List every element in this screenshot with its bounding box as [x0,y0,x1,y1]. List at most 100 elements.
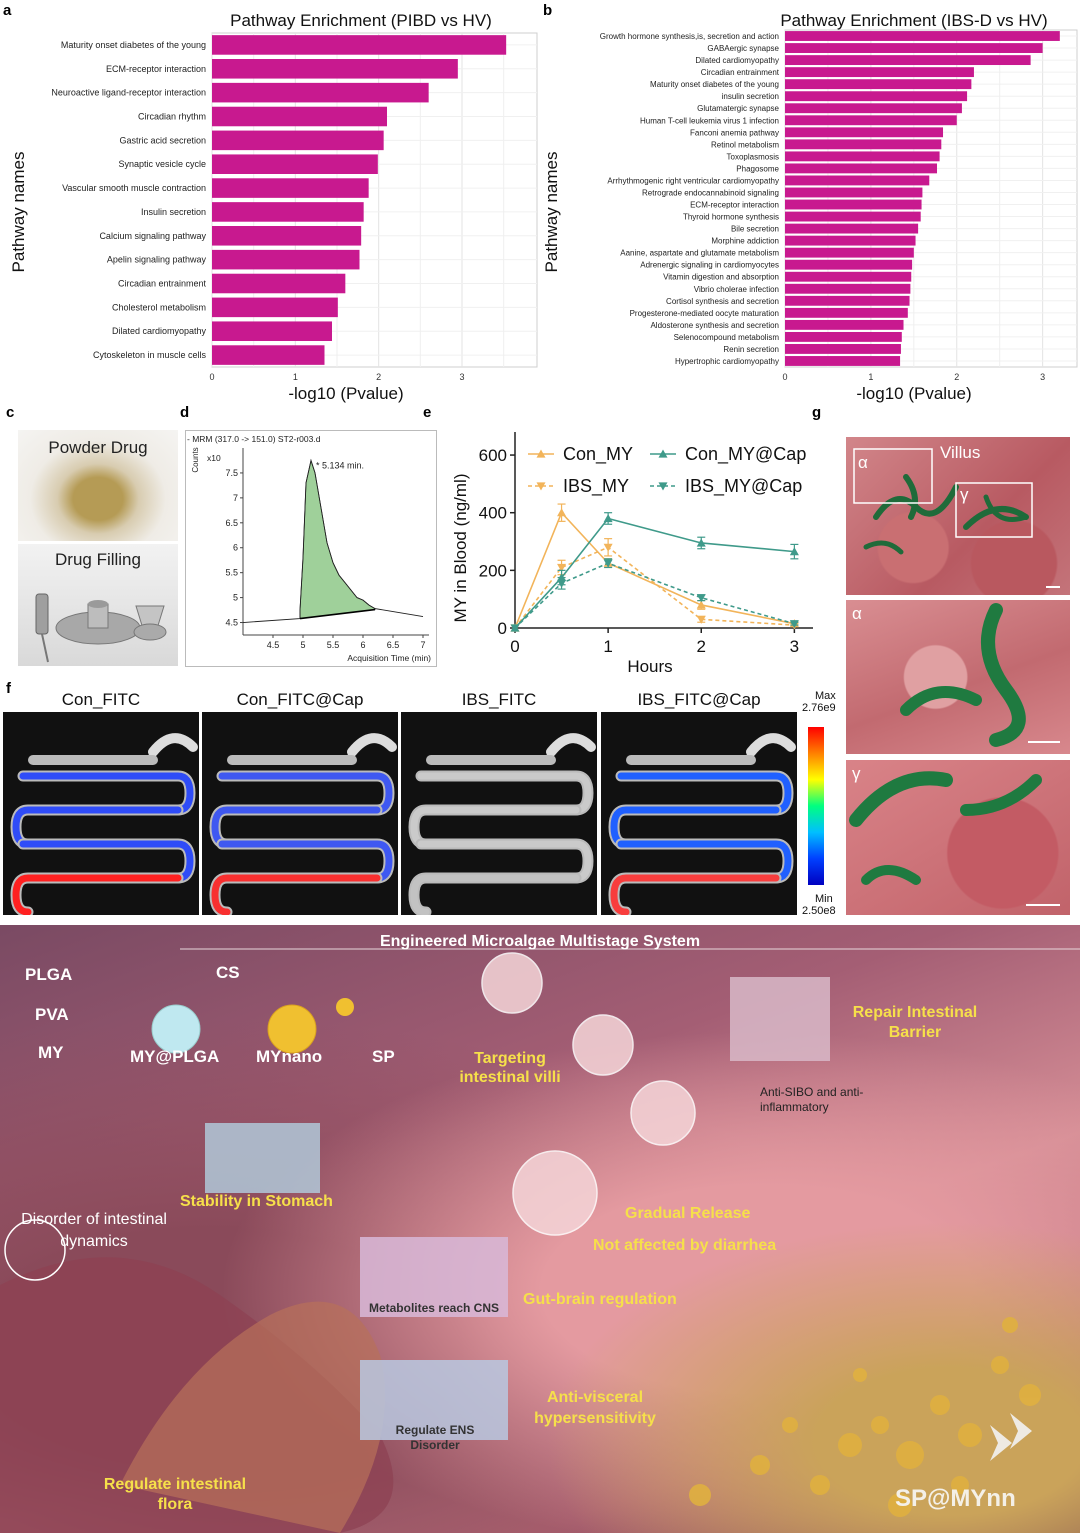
bar [785,79,972,90]
x-tick-label: 3 [1040,372,1045,382]
category-label: Renin secretion [723,345,779,354]
category-label: Retinol metabolism [711,140,779,149]
fluorescence-drawing [10,733,198,915]
category-label: Thyroid hormone synthesis [683,213,779,222]
chart-e-xlabel: Hours [627,657,672,676]
gamma-region-box [955,482,1033,538]
x-tick-label: 3 [790,637,799,656]
bar [785,223,919,234]
category-label: Maturity onset diabetes of the young [650,80,779,89]
x-tick-label: 1 [293,372,298,382]
bar [785,55,1031,66]
y-tick-label: 400 [479,504,507,523]
fluorescence-signal [218,772,393,814]
category-label: Circadian entrainment [701,68,780,77]
bar [212,273,346,294]
bar [212,226,362,246]
category-label: Vascular smooth muscle contraction [62,183,206,193]
category-label: Selenocompound metabolism [674,333,780,342]
category-label: insulin secretion [722,92,779,101]
category-label: Morphine addiction [711,237,779,246]
x-tick-label: 0 [209,372,214,382]
alpha-zoom-label: α [852,604,862,623]
chart-a-title: Pathway Enrichment (PIBD vs HV) [230,11,492,30]
chart-e-ylabel: MY in Blood (ng/ml) [451,474,470,623]
bar [785,283,911,294]
chart-e: MY in Blood (ng/ml) Hours 0 200 400 600 0 1 2 3… [451,432,813,676]
panel-letter-d: d [180,404,190,421]
bar [785,259,913,270]
bar [785,187,923,198]
chart-a-xlabel: -log10 (Pvalue) [288,384,403,403]
sem-gamma-zoom: γ [846,760,1070,915]
panel-letter-b: b [543,2,553,19]
data-point [696,615,706,624]
bar [785,91,968,102]
sem-alpha-zoom: α [846,600,1070,754]
bar [785,199,922,210]
peak-annotation: * 5.134 min. [316,460,364,470]
mechanism-title: Engineered Microalgae Multistage System [379,933,701,950]
fluorescence-signal [617,840,792,882]
category-label: Cortisol synthesis and secretion [666,297,779,306]
label-my-plga: MY@PLGA [130,1047,220,1066]
bar [212,82,429,103]
drug-filling-tools-illustration [35,593,167,663]
category-label: GABAergic synapse [707,44,779,53]
text-anti-visceral: Anti-visceral hypersensitivity [534,1389,656,1427]
fluorescence-colorbar [802,705,830,885]
legend-label: Con_MY@Cap [685,444,806,465]
data-point [696,600,706,609]
bar [212,297,338,318]
gamma-label: γ [960,485,969,504]
gamma-zoom-label: γ [852,764,861,783]
bar [212,345,325,365]
bar [785,307,908,318]
x-tick-label: 1 [603,637,612,656]
x-tick-label: 7 [420,640,425,650]
fluorescence-label: IBS_FITC@Cap [637,690,761,709]
y-tick-label: 6.5 [225,518,238,528]
y-tick-label: 7 [233,493,238,503]
category-label: Cytoskeleton in muscle cells [93,350,207,360]
powder-drug-label: Powder Drug [48,438,148,457]
x-tick-label: 5 [300,640,305,650]
category-label: Maturity onset diabetes of the young [61,40,206,50]
intestine-segment [10,872,184,915]
category-label: Glutamatergic synapse [697,104,779,113]
chart-b-xlabel: -log10 (Pvalue) [856,384,971,403]
bar [785,331,902,342]
chart-d-multiplier: x10 [207,453,221,463]
series-line [514,562,795,629]
intestine-segment [148,733,198,757]
alpha-region-box [853,448,933,504]
bar [785,127,944,138]
legend-label: IBS_MY@Cap [685,476,802,497]
fluorescence-signal [417,772,592,814]
data-point [557,563,567,572]
category-label: Vitamin digestion and absorption [663,273,779,282]
bar [212,178,369,198]
alpha-label: α [858,453,868,472]
y-tick-label: 4.5 [225,618,238,628]
colorbar-min-label: Min [815,893,833,905]
panel-letter-f: f [6,680,11,697]
intestine-segment [408,872,582,915]
category-label: Dilated cardiomyopathy [695,56,779,65]
x-tick-label: 2 [954,372,959,382]
bar [785,235,916,246]
text-stability: Stability in Stomach [180,1193,333,1210]
category-label: Neuroactive ligand-receptor interaction [51,88,206,98]
data-point [696,594,706,603]
fluorescence-signal [610,874,780,915]
series-IBS_MY@Cap [510,558,799,633]
y-tick-label: 0 [498,619,507,638]
label-plga: PLGA [25,965,73,984]
fluorescence-image [401,712,597,915]
category-label: Fanconi anemia pathway [690,128,779,137]
x-tick-label: 6.5 [387,640,400,650]
category-label: Arrhythmogenic right ventricular cardiom… [607,176,779,185]
drug-filling-label: Drug Filling [55,550,141,569]
y-tick-label: 200 [479,561,507,580]
fluorescence-drawing [408,733,596,915]
